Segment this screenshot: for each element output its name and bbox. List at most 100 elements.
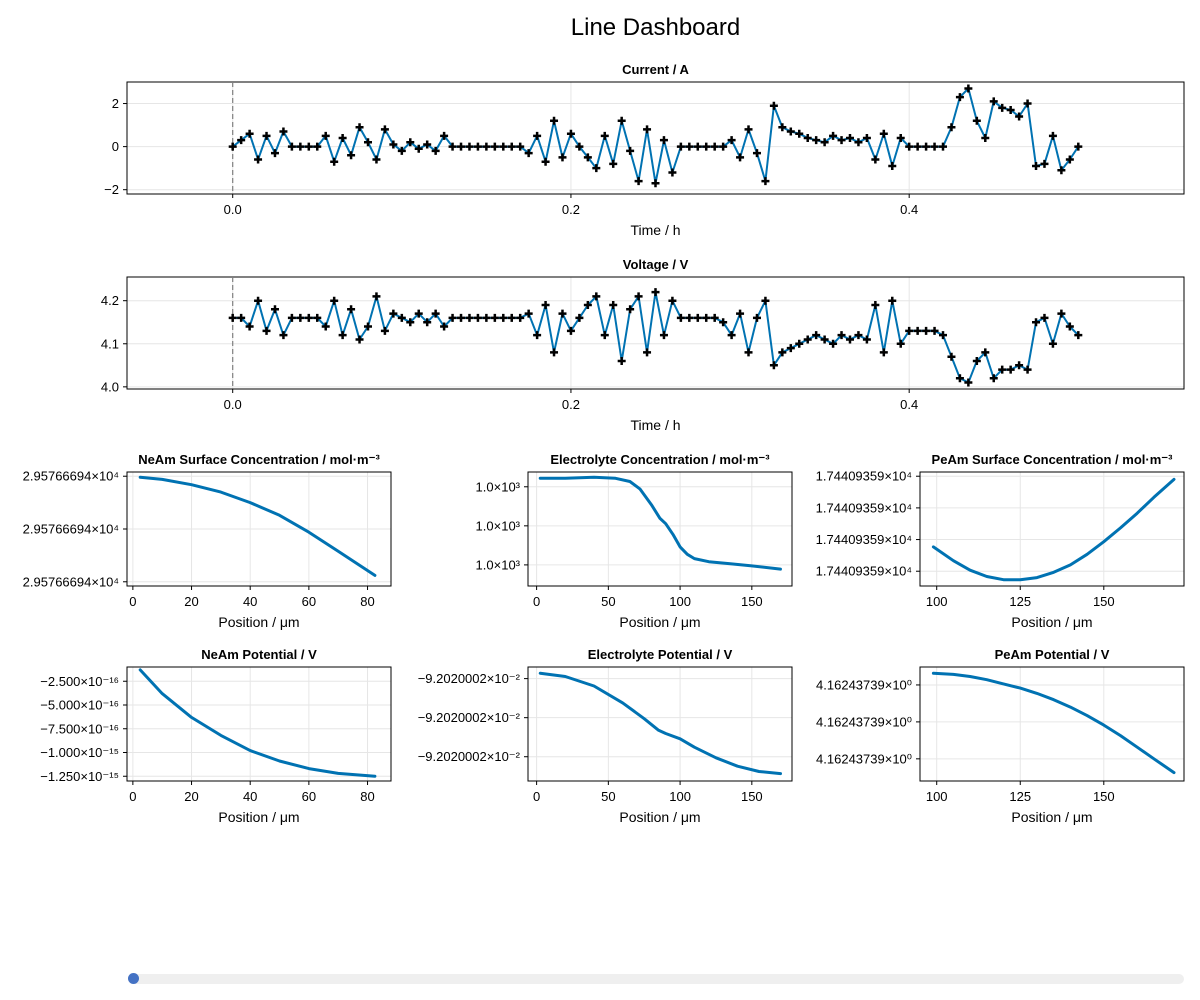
data-point-marker [752,313,761,322]
data-point-marker [668,296,677,305]
data-point-marker [355,335,364,344]
data-point-marker [423,140,432,149]
y-tick-label: 1.74409359×10⁴ [816,564,912,579]
data-point-marker [575,142,584,151]
data-point-marker [279,331,288,340]
chart-title: NeAm Surface Concentration / mol·m⁻³ [138,452,380,467]
y-tick-label: −2.500×10⁻¹⁶ [40,674,119,689]
data-point-marker [397,146,406,155]
data-point-marker [600,331,609,340]
chart-electrolyte-potential: Electrolyte Potential / V 0 50 100 150 −9.202… [418,647,793,825]
chart-title: Electrolyte Potential / V [588,647,733,662]
data-point-marker [558,153,567,162]
data-point-marker [778,123,787,132]
y-tick-label: 4.16243739×10⁰ [816,677,912,692]
data-point-marker [736,309,745,318]
data-point-marker [998,103,1007,112]
data-point-marker [651,179,660,188]
y-tick-label: 1.74409359×10⁴ [816,532,912,547]
data-point-marker [879,129,888,138]
data-point-marker [727,331,736,340]
x-tick-label: 0 [129,789,136,804]
plot-area [228,82,1083,194]
data-point-marker [482,313,491,322]
chart-title: PeAm Potential / V [995,647,1110,662]
data-point-marker [989,97,998,106]
data-point-marker [380,125,389,134]
data-point-marker [659,331,668,340]
data-point-marker [955,374,964,383]
x-axis-label: Position / μm [1011,809,1092,825]
y-tick-label: 1.74409359×10⁴ [816,469,912,484]
data-point-marker [930,142,939,151]
data-point-marker [1048,131,1057,140]
y-tick-label: −9.2020002×10⁻² [418,749,521,764]
data-point-marker [473,142,482,151]
data-point-marker [524,309,533,318]
y-tick-label: 4.0 [101,379,119,394]
data-point-marker [440,131,449,140]
data-point-marker [710,313,719,322]
data-point-marker [617,116,626,125]
chart-peam-surf-conc: PeAm Surface Concentration / mol·m⁻³ 100 1… [816,452,1185,630]
data-point-marker [363,322,372,331]
data-point-marker [541,301,550,309]
chart-current: Current / A 0.0 0.2 0.4 −2 0 2 Time / h [104,62,1185,238]
data-point-marker [566,129,575,138]
y-tick-label: 4.2 [101,293,119,308]
data-point-marker [626,146,635,155]
data-point-marker [981,348,990,357]
data-point-marker [634,177,643,186]
data-point-marker [693,142,702,151]
time-slider-track[interactable] [128,974,1184,984]
x-axis-label: Position / μm [218,614,299,630]
data-point-marker [626,305,635,314]
data-point-marker [1065,322,1074,331]
data-point-marker [947,352,956,361]
data-point-marker [321,131,330,140]
data-point-marker [947,123,956,132]
chart-title: Current / A [622,62,689,77]
y-tick-label: 2.95766694×10⁴ [23,522,119,537]
plot-area [538,475,782,571]
x-axis-label: Position / μm [218,809,299,825]
series-line [931,477,1176,582]
data-point-marker [1057,166,1066,175]
y-tick-label: 1.0×10³ [476,479,521,494]
plot-area [228,277,1083,389]
data-point-marker [245,322,254,331]
data-point-marker [905,326,914,335]
data-point-marker [871,301,880,309]
data-point-marker [465,313,474,322]
plot-frame [919,666,1185,782]
data-point-marker [550,348,559,357]
x-tick-label: 50 [601,789,615,804]
data-point-marker [685,313,694,322]
data-point-marker [262,326,271,335]
data-point-marker [296,313,305,322]
chart-title: PeAm Surface Concentration / mol·m⁻³ [932,452,1174,467]
y-tick-label: 1.0×10³ [476,518,521,533]
data-point-marker [829,131,838,140]
x-tick-label: 150 [1093,789,1115,804]
time-slider-handle[interactable] [128,973,139,984]
x-axis-label: Position / μm [619,614,700,630]
x-tick-label: 20 [184,594,198,609]
chart-voltage: Voltage / V 0.0 0.2 0.4 4.0 4.1 4.2 Time / h [101,257,1185,433]
data-point-marker [643,348,652,357]
x-tick-label: 50 [601,594,615,609]
data-point-marker [922,326,931,335]
data-point-marker [812,331,821,340]
plot-frame [126,81,1185,195]
data-point-marker [1048,339,1057,348]
data-point-marker [972,357,981,365]
data-point-marker [803,335,812,344]
data-point-marker [862,134,871,142]
data-point-marker [634,292,643,301]
data-point-marker [541,157,550,166]
data-point-marker [643,125,652,134]
data-point-marker [913,142,922,151]
x-tick-label: 60 [302,594,316,609]
data-point-marker [845,335,854,344]
